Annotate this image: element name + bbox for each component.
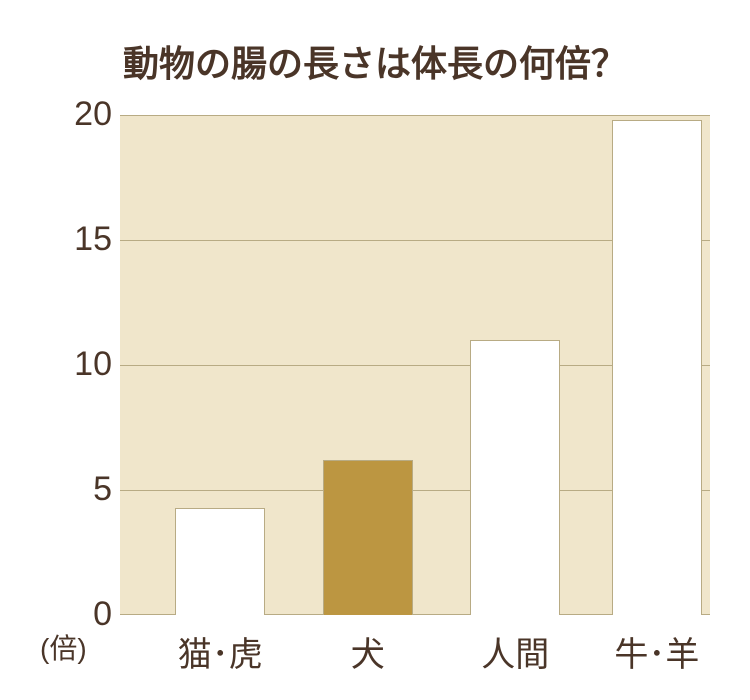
bar [175,508,265,616]
bar [470,340,560,615]
x-tick-label: 牛･羊 [582,627,732,676]
x-tick-label: 犬 [293,627,443,676]
bar [612,120,702,615]
chart-title: 動物の腸の長さは体長の何倍？ [0,35,750,87]
x-tick-label: 猫･虎 [145,627,295,676]
bar [323,460,413,615]
y-tick-label: 5 [42,470,112,509]
x-tick-label: 人間 [440,627,590,676]
y-tick-label: 10 [42,345,112,384]
y-axis-unit: (倍) [40,627,87,667]
chart-area [120,115,710,615]
y-tick-label: 15 [42,220,112,259]
y-tick-label: 20 [42,95,112,134]
gridline [120,115,710,116]
